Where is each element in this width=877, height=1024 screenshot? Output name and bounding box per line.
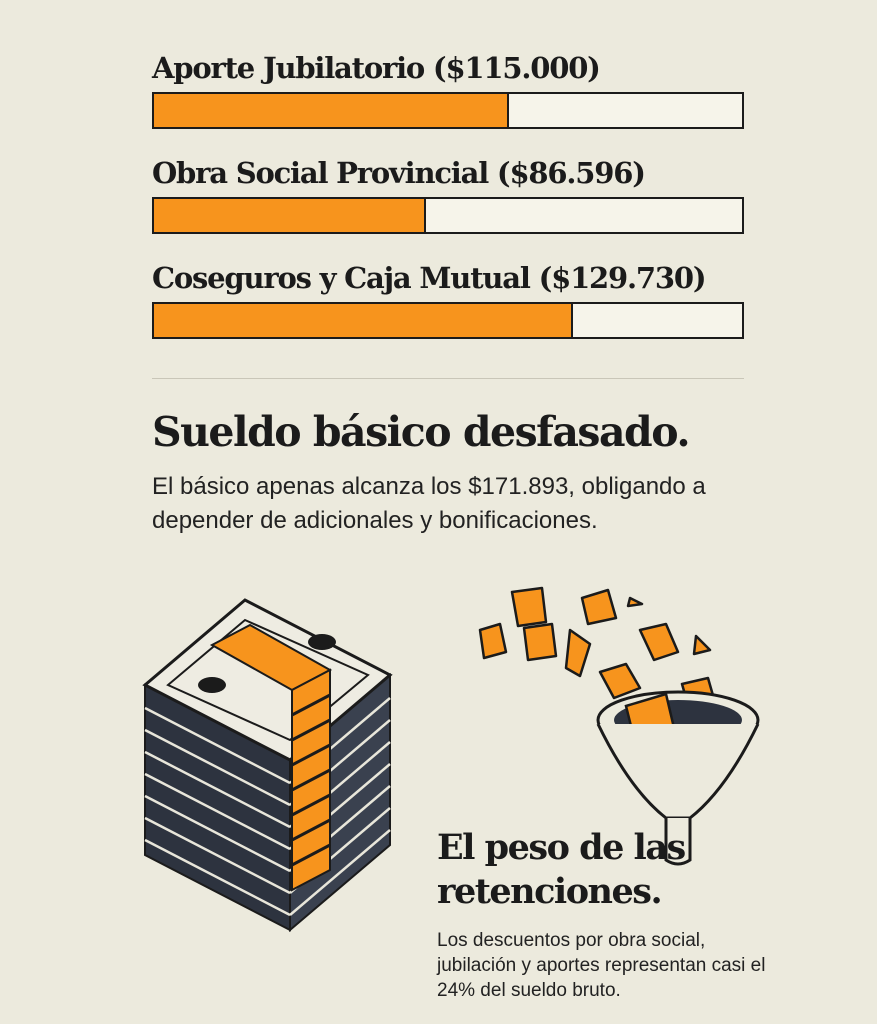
bar-item-aporte: Aporte Jubilatorio ($115.000)	[152, 48, 744, 129]
bar-fill	[154, 199, 427, 232]
section-divider	[152, 378, 744, 379]
bar-item-coseguros: Coseguros y Caja Mutual ($129.730)	[152, 258, 744, 339]
bar-fill	[154, 304, 574, 337]
bar-label: Aporte Jubilatorio ($115.000)	[152, 51, 601, 85]
bar-track	[152, 92, 744, 129]
bar-track	[152, 197, 744, 234]
bar-fill	[154, 94, 509, 127]
section-body-sueldo: El básico apenas alcanza los $171.893, o…	[152, 473, 706, 534]
bar-label: Coseguros y Caja Mutual ($129.730)	[152, 261, 707, 295]
section-body-retenciones: Los descuentos por obra social, jubilaci…	[437, 930, 766, 1001]
bar-label: Obra Social Provincial ($86.596)	[152, 156, 646, 190]
deductions-bars: Aporte Jubilatorio ($115.000) Obra Socia…	[152, 48, 744, 363]
funnel-icon	[478, 586, 760, 866]
bar-track	[152, 302, 744, 339]
money-stack-icon	[142, 598, 393, 933]
bar-item-obra-social: Obra Social Provincial ($86.596)	[152, 153, 744, 234]
section-title-sueldo: Sueldo básico desfasado.	[152, 408, 691, 456]
section-title-retenciones: El peso de las retenciones.	[437, 827, 686, 912]
